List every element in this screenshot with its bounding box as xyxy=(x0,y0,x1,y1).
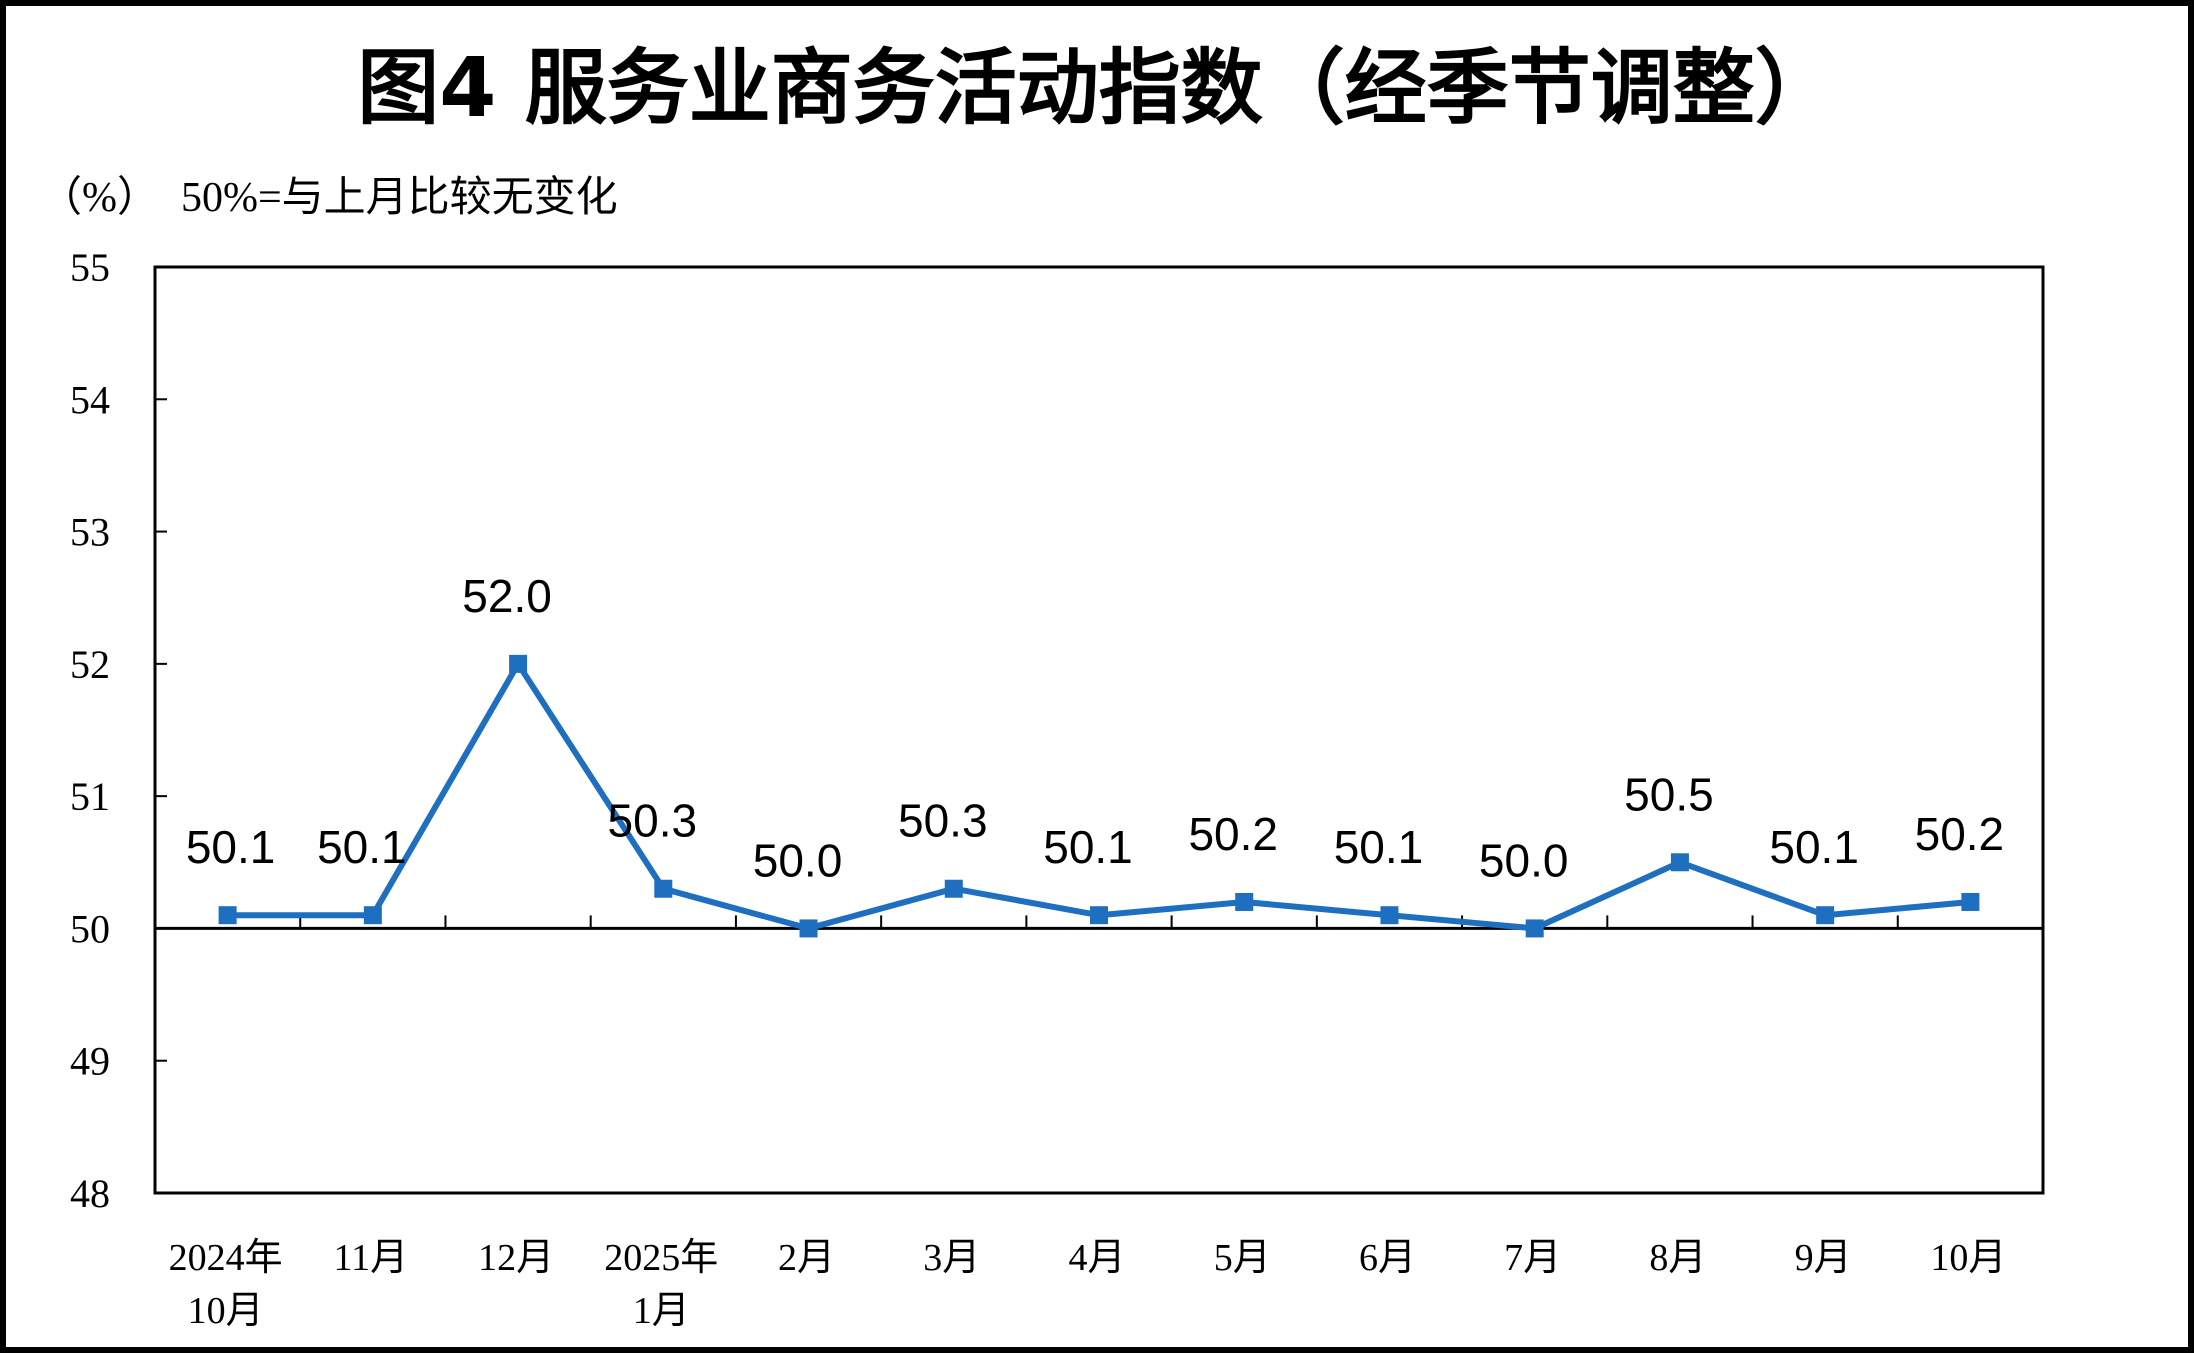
data-point-marker xyxy=(654,879,673,898)
data-label: 50.1 xyxy=(1334,821,1424,873)
data-label: 50.0 xyxy=(753,834,843,886)
chart-title: 图4 服务业商务活动指数（经季节调整） xyxy=(357,41,1837,136)
y-tick-label: 55 xyxy=(70,245,110,290)
x-tick-label: 10月 xyxy=(1930,1237,2006,1279)
x-tick-label: 12月 xyxy=(478,1237,554,1279)
x-tick-label: 10月 xyxy=(188,1290,264,1332)
x-tick-label: 1月 xyxy=(633,1290,690,1332)
x-tick-label: 4月 xyxy=(1068,1237,1125,1279)
data-point-marker xyxy=(1380,906,1399,925)
data-label: 50.5 xyxy=(1624,768,1714,820)
x-tick-label: 6月 xyxy=(1359,1237,1416,1279)
x-tick-label: 9月 xyxy=(1795,1237,1852,1279)
data-label: 50.1 xyxy=(1769,821,1859,873)
x-axis: 2024年 10月 11月 12月 2025年 1月 2月 3月 4月 5月 6月 7月 8月 9月 10月 xyxy=(169,915,2006,1332)
y-axis: 48 49 50 51 52 53 54 55 xyxy=(70,245,167,1216)
data-point-marker xyxy=(799,919,818,938)
data-label: 50.1 xyxy=(186,821,276,873)
data-point-marker xyxy=(1090,906,1108,925)
plot-area xyxy=(153,265,2045,1195)
x-tick-label: 11月 xyxy=(334,1237,409,1279)
unit-note: （%） 50%=与上月比较无变化 xyxy=(40,168,640,228)
data-label: 50.2 xyxy=(1188,808,1278,860)
y-tick-label: 48 xyxy=(70,1171,110,1216)
data-label: 50.3 xyxy=(898,795,988,847)
series-markers xyxy=(218,654,1980,938)
y-tick-label: 52 xyxy=(70,642,110,687)
reference-note: 50%=与上月比较无变化 xyxy=(181,175,618,221)
data-point-marker xyxy=(1525,919,1544,938)
x-tick-label: 3月 xyxy=(923,1237,980,1279)
y-tick-label: 50 xyxy=(70,906,110,951)
x-tick-label: 2月 xyxy=(778,1237,835,1279)
plot-border xyxy=(153,265,2045,1195)
data-label: 52.0 xyxy=(462,570,552,622)
data-point-marker xyxy=(944,879,963,898)
data-point-marker xyxy=(1235,892,1254,911)
y-unit-label: （%） xyxy=(40,175,159,221)
data-label: 50.1 xyxy=(1043,821,1133,873)
data-label: 50.1 xyxy=(317,821,407,873)
y-tick-label: 51 xyxy=(70,774,110,819)
data-point-marker xyxy=(1816,906,1835,925)
data-label: 50.3 xyxy=(608,795,698,847)
data-point-marker xyxy=(1961,892,1980,911)
y-tick-label: 49 xyxy=(70,1039,110,1084)
x-tick-label: 2024年 xyxy=(169,1237,283,1279)
data-label: 50.2 xyxy=(1915,808,2005,860)
x-tick-label: 2025年 xyxy=(604,1237,718,1279)
data-label: 50.0 xyxy=(1479,834,1569,886)
x-tick-label: 7月 xyxy=(1504,1237,1561,1279)
y-tick-label: 54 xyxy=(70,377,110,422)
x-tick-label: 8月 xyxy=(1649,1237,1706,1279)
data-point-marker xyxy=(509,654,528,673)
data-point-marker xyxy=(218,906,237,925)
x-tick-label: 5月 xyxy=(1214,1237,1271,1279)
data-point-marker xyxy=(363,906,382,925)
data-labels: 50.1 50.1 52.0 50.3 50.0 50.3 50.1 50.2 50.1 50.0… xyxy=(186,570,2004,887)
data-point-marker xyxy=(1670,853,1689,872)
y-tick-label: 53 xyxy=(70,510,110,555)
